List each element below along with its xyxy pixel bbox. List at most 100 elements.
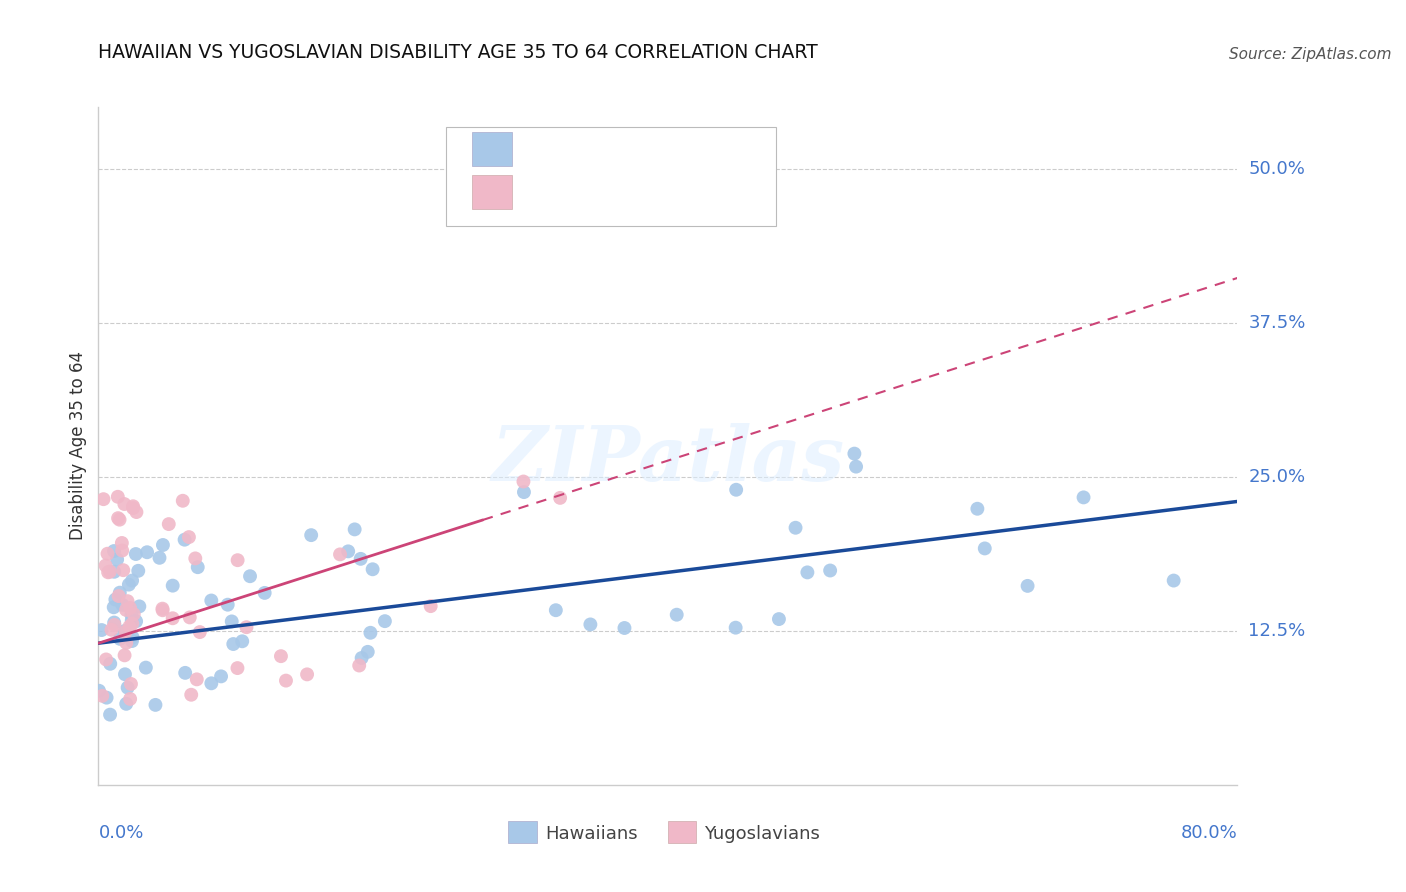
Point xyxy=(231,634,253,648)
Point xyxy=(118,577,141,591)
Point xyxy=(152,538,174,552)
Text: Hawaiians: Hawaiians xyxy=(546,825,637,843)
Point xyxy=(180,688,202,702)
Point xyxy=(665,607,688,622)
FancyBboxPatch shape xyxy=(446,128,776,226)
Point xyxy=(128,599,150,614)
Point xyxy=(112,497,135,511)
Point xyxy=(613,621,636,635)
Point xyxy=(1073,491,1095,505)
Point xyxy=(103,544,125,558)
Point xyxy=(108,632,131,646)
Point xyxy=(187,560,209,574)
Point xyxy=(226,661,249,675)
Point xyxy=(117,681,139,695)
Point xyxy=(818,564,841,578)
Point xyxy=(544,603,567,617)
Point xyxy=(239,569,262,583)
Point xyxy=(108,513,131,527)
Point xyxy=(108,585,131,599)
Y-axis label: Disability Age 35 to 64: Disability Age 35 to 64 xyxy=(69,351,87,541)
Point xyxy=(127,564,149,578)
Point xyxy=(785,521,807,535)
Point xyxy=(513,485,536,500)
Point xyxy=(122,501,145,516)
Point xyxy=(270,649,292,664)
Point xyxy=(114,624,136,638)
Point xyxy=(120,601,142,615)
Point xyxy=(97,566,120,580)
Point xyxy=(253,586,276,600)
Point xyxy=(162,579,184,593)
Point xyxy=(98,565,121,579)
Point xyxy=(200,593,222,607)
Text: 12.5%: 12.5% xyxy=(1249,622,1306,640)
Point xyxy=(299,528,322,542)
Point xyxy=(845,459,868,474)
Point xyxy=(419,599,441,614)
Point xyxy=(295,667,318,681)
Point xyxy=(107,511,129,525)
Point xyxy=(512,475,534,489)
Point xyxy=(966,501,988,516)
Point xyxy=(359,625,381,640)
Point xyxy=(796,566,818,580)
Point xyxy=(235,620,257,634)
Point xyxy=(111,598,134,612)
Point xyxy=(121,614,143,628)
Point xyxy=(87,683,110,698)
Text: R =: R = xyxy=(529,183,568,201)
Point xyxy=(100,623,122,637)
Point xyxy=(725,483,748,497)
Point xyxy=(135,660,157,674)
Point xyxy=(90,623,112,637)
Point xyxy=(91,689,114,703)
Point xyxy=(104,592,127,607)
Point xyxy=(111,543,134,558)
Point xyxy=(188,625,211,640)
Point xyxy=(1163,574,1185,588)
Point xyxy=(162,611,184,625)
Text: N =: N = xyxy=(643,139,683,158)
FancyBboxPatch shape xyxy=(509,821,537,843)
Point xyxy=(768,612,790,626)
Point xyxy=(96,547,118,561)
Point xyxy=(94,558,117,573)
Point xyxy=(217,598,239,612)
Point xyxy=(107,490,129,504)
Point xyxy=(103,565,125,579)
Text: 0.135: 0.135 xyxy=(583,183,636,201)
FancyBboxPatch shape xyxy=(472,132,512,166)
Point xyxy=(361,562,384,576)
Point xyxy=(173,533,195,547)
Point xyxy=(350,552,373,566)
FancyBboxPatch shape xyxy=(668,821,696,843)
Point xyxy=(120,607,142,622)
Point xyxy=(125,547,148,561)
Point xyxy=(152,601,174,615)
Text: 37.5%: 37.5% xyxy=(1249,314,1306,332)
Point xyxy=(579,617,602,632)
Text: ZIPatlas: ZIPatlas xyxy=(491,423,845,497)
Point xyxy=(94,652,117,666)
Point xyxy=(107,589,129,603)
Text: Yugoslavians: Yugoslavians xyxy=(704,825,820,843)
Point xyxy=(177,530,200,544)
Point xyxy=(103,618,125,632)
Point xyxy=(111,536,134,550)
Point xyxy=(145,698,167,712)
Point xyxy=(221,615,243,629)
Point xyxy=(186,673,208,687)
Point xyxy=(222,637,245,651)
Point xyxy=(844,447,866,461)
Text: 0.0%: 0.0% xyxy=(98,824,143,842)
Text: 53: 53 xyxy=(697,183,720,201)
Text: N =: N = xyxy=(643,183,683,201)
Point xyxy=(172,493,194,508)
Text: HAWAIIAN VS YUGOSLAVIAN DISABILITY AGE 35 TO 64 CORRELATION CHART: HAWAIIAN VS YUGOSLAVIAN DISABILITY AGE 3… xyxy=(98,44,818,62)
Point xyxy=(105,552,128,566)
Point xyxy=(122,607,145,622)
Text: 80.0%: 80.0% xyxy=(1181,824,1237,842)
Point xyxy=(343,522,366,536)
Point xyxy=(209,669,232,683)
